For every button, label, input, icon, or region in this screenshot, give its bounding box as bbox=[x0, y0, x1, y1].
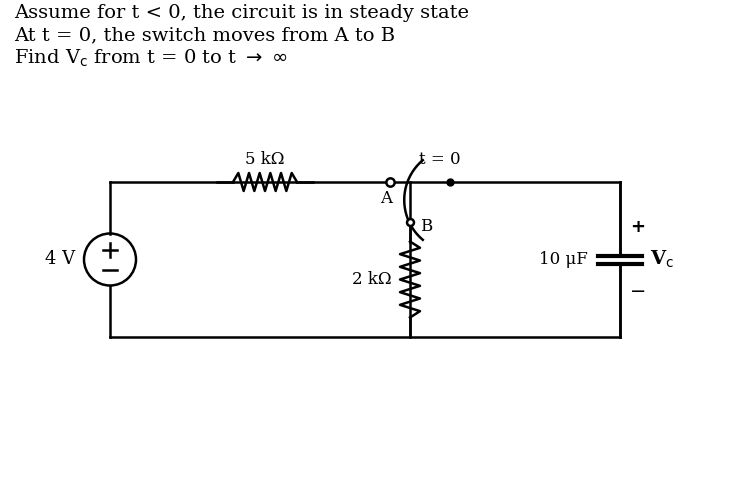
Text: A: A bbox=[380, 190, 392, 207]
Text: At t = 0, the switch moves from A to B: At t = 0, the switch moves from A to B bbox=[14, 26, 395, 44]
Text: B: B bbox=[420, 218, 432, 235]
Text: 5 kΩ: 5 kΩ bbox=[245, 151, 285, 168]
Text: 4 V: 4 V bbox=[45, 250, 75, 269]
Text: Find V$_{\rm c}$ from t = 0 to t $\rightarrow$ $\infty$: Find V$_{\rm c}$ from t = 0 to t $\right… bbox=[14, 48, 288, 69]
Text: 10 μF: 10 μF bbox=[539, 251, 588, 268]
Text: t = 0: t = 0 bbox=[419, 151, 461, 168]
Text: 2 kΩ: 2 kΩ bbox=[352, 271, 392, 288]
Text: V$_{\rm c}$: V$_{\rm c}$ bbox=[650, 249, 674, 270]
Text: −: − bbox=[630, 282, 646, 301]
Text: +: + bbox=[631, 218, 646, 237]
Text: Assume for t < 0, the circuit is in steady state: Assume for t < 0, the circuit is in stea… bbox=[14, 4, 469, 22]
